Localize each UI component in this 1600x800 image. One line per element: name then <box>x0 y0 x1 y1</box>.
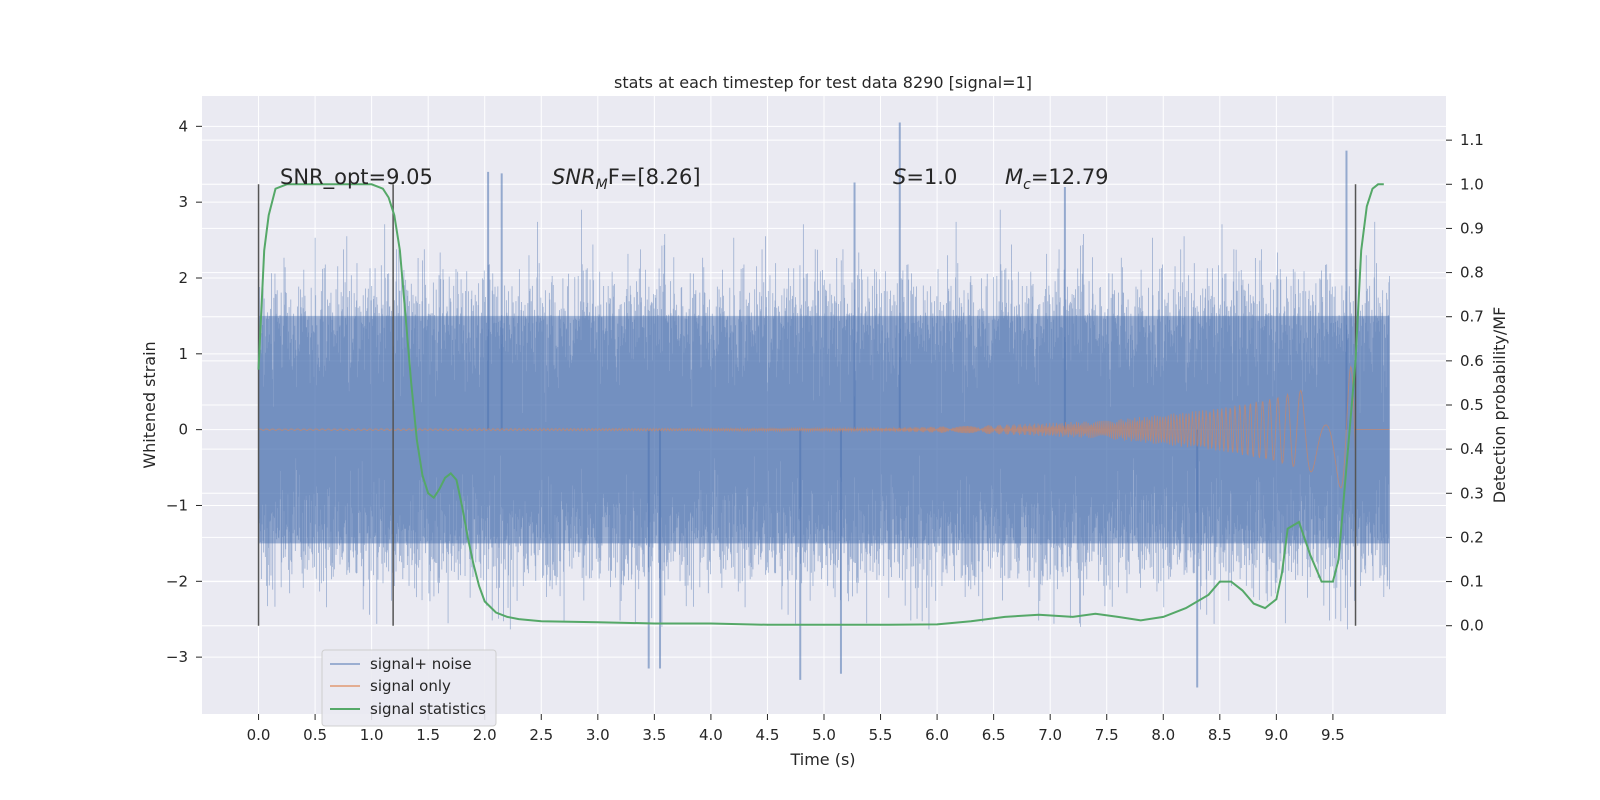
x-tick-label: 8.0 <box>1151 726 1175 744</box>
x-axis-label: Time (s) <box>789 750 855 769</box>
x-tick-label: 5.0 <box>812 726 836 744</box>
legend: signal+ noise signal only signal statist… <box>321 649 497 727</box>
y-right-tick-label: 0.2 <box>1460 528 1484 546</box>
x-tick-label: 9.0 <box>1264 726 1288 744</box>
x-tick-label: 4.0 <box>699 726 723 744</box>
signal-trace <box>258 365 1390 489</box>
y-right-tick-label: 0.9 <box>1460 219 1484 237</box>
snr-mf-rest: F=[8.26] <box>608 165 701 189</box>
statistics-line <box>257 183 1384 626</box>
y-right-tick-label: 0.7 <box>1460 308 1484 326</box>
y-left-tick-label: −1 <box>166 496 188 514</box>
y-axis-label-right: Detection probability/MF <box>1490 307 1509 504</box>
y-right-tick-label: 1.1 <box>1460 131 1484 149</box>
signal-series <box>258 365 1390 489</box>
y-left-tick-label: −2 <box>166 572 188 590</box>
y-right-tick-label: 0.1 <box>1460 573 1484 591</box>
statistics-series <box>257 183 1384 626</box>
y-ticks-left: −3 −2 −1 0 1 2 3 4 <box>166 117 202 666</box>
y-left-tick-label: 4 <box>178 117 188 135</box>
x-tick-label: 1.5 <box>416 726 440 744</box>
y-right-tick-label: 1.0 <box>1460 175 1484 193</box>
y-right-tick-label: 0.5 <box>1460 396 1484 414</box>
y-right-tick-label: 0.8 <box>1460 264 1484 282</box>
x-tick-label: 6.5 <box>982 726 1006 744</box>
x-tick-label: 6.0 <box>925 726 949 744</box>
mc-rest: =12.79 <box>1031 165 1109 189</box>
legend-label-noise: signal+ noise <box>370 655 472 673</box>
annotation-s: S=1.0 <box>893 165 957 189</box>
x-tick-label: 1.0 <box>360 726 384 744</box>
x-tick-label: 9.5 <box>1321 726 1345 744</box>
snr-mf-base: SNR <box>552 165 596 189</box>
y-right-tick-label: 0.3 <box>1460 484 1484 502</box>
legend-label-signal: signal only <box>370 677 451 695</box>
annotation-snr-mf: SNRMF=[8.26] <box>552 165 701 193</box>
legend-box <box>321 649 497 727</box>
snr-mf-sub: M <box>596 177 608 193</box>
x-tick-label: 0.0 <box>247 726 271 744</box>
x-tick-label: 4.5 <box>756 726 780 744</box>
mc-sub: c <box>1023 177 1031 193</box>
y-right-tick-label: 0.6 <box>1460 352 1484 370</box>
y-left-tick-label: 1 <box>178 345 188 363</box>
y-left-tick-label: 0 <box>178 421 188 439</box>
chart-title: stats at each timestep for test data 829… <box>614 73 1032 92</box>
s-base: S <box>893 165 906 189</box>
annotation-snr-opt: SNR_opt=9.05 <box>280 165 433 190</box>
vertical-markers <box>257 184 1357 626</box>
x-tick-label: 7.0 <box>1038 726 1062 744</box>
y-left-tick-label: 2 <box>178 269 188 287</box>
y-right-tick-label: 0.0 <box>1460 617 1484 635</box>
x-ticks: 0.0 0.5 1.0 1.5 2.0 2.5 3.0 3.5 4.0 4.5 5.0 5.5 6.0 6… <box>247 714 1345 744</box>
y-left-tick-label: −3 <box>166 648 188 666</box>
s-rest: =1.0 <box>906 165 957 189</box>
y-left-tick-label: 3 <box>178 193 188 211</box>
legend-label-statistics: signal statistics <box>370 700 486 718</box>
x-tick-label: 0.5 <box>303 726 327 744</box>
x-tick-label: 7.5 <box>1095 726 1119 744</box>
y-ticks-right: 0.0 0.1 0.2 0.3 0.4 0.5 0.6 0.7 0.8 0.9 1.0 1.1 <box>1446 131 1484 635</box>
mc-base: M <box>1005 165 1023 189</box>
x-tick-label: 5.5 <box>869 726 893 744</box>
x-tick-label: 3.5 <box>642 726 666 744</box>
x-tick-label: 2.5 <box>529 726 553 744</box>
y-right-tick-label: 0.4 <box>1460 440 1484 458</box>
x-tick-label: 8.5 <box>1208 726 1232 744</box>
annotation-mc: Mc=12.79 <box>1005 165 1109 193</box>
x-tick-label: 2.0 <box>473 726 497 744</box>
y-axis-label-left: Whitened strain <box>140 341 159 468</box>
x-tick-label: 3.0 <box>586 726 610 744</box>
